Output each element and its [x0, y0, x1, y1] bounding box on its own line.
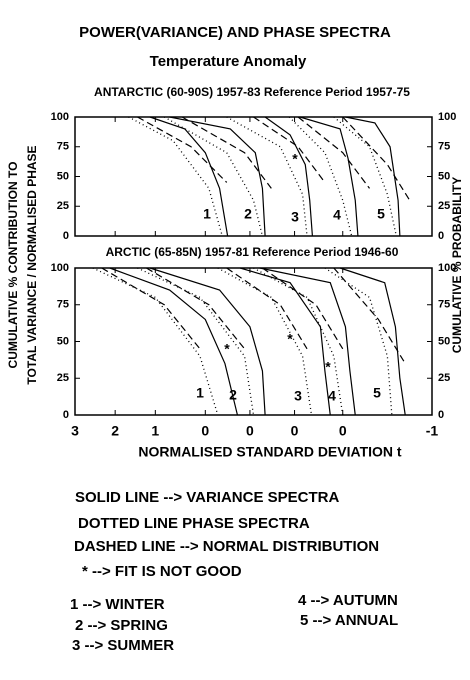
curve-solid — [109, 267, 239, 416]
y2-tick-label: 50 — [438, 335, 450, 347]
curve-dashed — [333, 267, 406, 364]
key-item: 3 --> SUMMER — [72, 637, 174, 654]
x-label: NORMALISED STANDARD DEVIATION t — [138, 444, 401, 460]
x-tick-label: 0 — [246, 423, 254, 439]
curve-dashed — [137, 116, 228, 183]
curve-dotted — [333, 116, 397, 237]
curve-solid — [299, 116, 359, 237]
poor-fit-star: * — [325, 359, 331, 375]
curve-label: 4 — [333, 207, 341, 223]
y-label: TOTAL VARIANCE / NORMALISED PHASE — [25, 145, 39, 384]
curve-label: 3 — [294, 388, 302, 404]
curve-dashed — [101, 267, 201, 350]
subtitle: Temperature Anomaly — [150, 53, 307, 70]
x-tick-label: 0 — [291, 423, 299, 439]
key-item: 4 --> AUTUMN — [298, 592, 398, 609]
note: SOLID LINE --> VARIANCE SPECTRA — [75, 489, 339, 506]
y-tick-label: 100 — [51, 262, 69, 274]
curve-dashed — [253, 116, 326, 183]
poor-fit-star: * — [224, 341, 230, 357]
curve-label: 1 — [203, 206, 211, 222]
y-tick-label: 25 — [57, 200, 69, 212]
y2-tick-label: 100 — [438, 111, 456, 123]
poor-fit-star: * — [292, 151, 298, 167]
curve-dotted — [137, 267, 255, 416]
key-item: 1 --> WINTER — [70, 596, 165, 613]
y-tick-label: 0 — [63, 230, 69, 242]
y2-tick-label: 25 — [438, 372, 450, 384]
curve-label: 4 — [328, 388, 336, 404]
curve-label: 5 — [377, 206, 385, 222]
note: * --> FIT IS NOT GOOD — [82, 563, 242, 580]
curve-dashed — [146, 267, 246, 350]
curve-dashed — [181, 116, 272, 189]
curve-solid — [149, 267, 266, 416]
x-tick-label: 0 — [339, 423, 347, 439]
x-tick-label: -1 — [426, 423, 439, 439]
panel-title: ARCTIC (65-85N) 1957-81 Reference Period… — [106, 245, 399, 259]
y-tick-label: 50 — [57, 335, 69, 347]
y-tick-label: 75 — [57, 141, 69, 153]
y2-label: CUMULATIVE % PROBABILITY — [450, 177, 464, 353]
curve-dotted — [128, 116, 223, 237]
panel-title: ANTARCTIC (60-90S) 1957-83 Reference Per… — [94, 85, 410, 99]
y-tick-label: 0 — [63, 409, 69, 421]
y2-tick-label: 50 — [438, 170, 450, 182]
curve-dashed — [226, 267, 308, 350]
curve-solid — [264, 116, 314, 237]
curve-dashed — [297, 116, 371, 189]
x-tick-label: 3 — [71, 423, 79, 439]
curve-dashed — [342, 116, 411, 201]
y2-tick-label: 25 — [438, 200, 450, 212]
curve-label: 3 — [291, 209, 299, 225]
curve-dashed — [262, 267, 344, 350]
poor-fit-star: * — [287, 331, 293, 347]
key-item: 5 --> ANNUAL — [300, 612, 398, 629]
x-tick-label: 1 — [151, 423, 159, 439]
key-item: 2 --> SPRING — [75, 617, 168, 634]
curve-label: 1 — [196, 385, 204, 401]
y-tick-label: 100 — [51, 111, 69, 123]
curve-solid — [339, 267, 406, 416]
y-tick-label: 25 — [57, 372, 69, 384]
y2-tick-label: 0 — [438, 409, 444, 421]
x-tick-label: 2 — [111, 423, 119, 439]
curve-label: 2 — [244, 206, 252, 222]
curve-dotted — [324, 267, 393, 416]
x-tick-label: 0 — [201, 423, 209, 439]
note: DOTTED LINE PHASE SPECTRA — [78, 515, 310, 532]
curve-solid — [239, 267, 331, 416]
curve-solid — [259, 267, 356, 416]
curve-dotted — [163, 116, 264, 237]
curve-label: 2 — [229, 387, 237, 403]
curve-label: 5 — [373, 385, 381, 401]
curve-solid — [345, 116, 401, 237]
note: DASHED LINE --> NORMAL DISTRIBUTION — [74, 538, 379, 555]
curve-solid — [169, 116, 266, 237]
y2-tick-label: 75 — [438, 299, 450, 311]
curve-solid — [149, 116, 229, 237]
y2-tick-label: 0 — [438, 230, 444, 242]
y-tick-label: 75 — [57, 299, 69, 311]
title: POWER(VARIANCE) AND PHASE SPECTRA — [79, 24, 391, 41]
y2-tick-label: 100 — [438, 262, 456, 274]
y2-tick-label: 75 — [438, 141, 450, 153]
y-label: CUMULATIVE % CONTRIBUTION TO — [6, 162, 20, 369]
y-tick-label: 50 — [57, 170, 69, 182]
